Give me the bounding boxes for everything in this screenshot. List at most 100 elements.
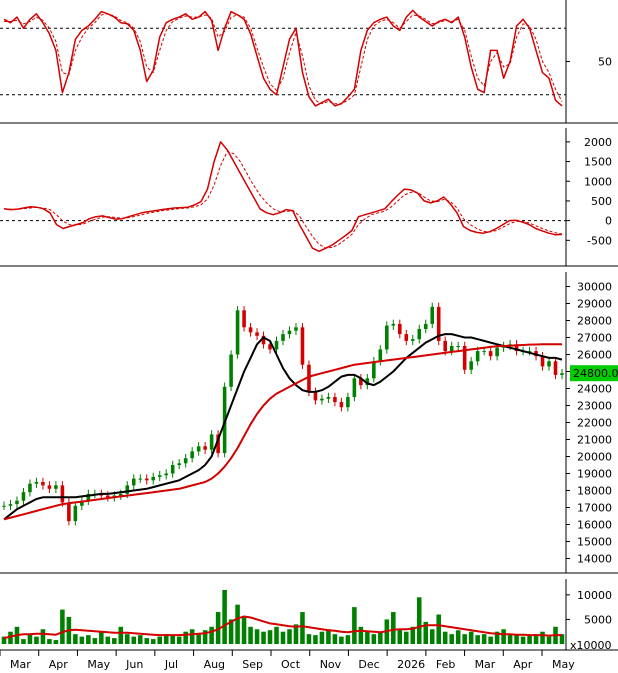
candle-body [540, 356, 545, 367]
volume-bar [144, 638, 150, 644]
stochastic-main-line [3, 9, 563, 107]
volume-bar [189, 629, 195, 644]
volume-bar [267, 630, 273, 644]
volume-bar [47, 639, 52, 644]
candle-body [398, 323, 402, 335]
volume-bar [449, 634, 454, 644]
volume-bar [345, 635, 351, 644]
candle-body [268, 344, 272, 350]
price-tick-label: 14000 [577, 553, 612, 566]
volume-bar [332, 634, 338, 644]
volume-bar [261, 631, 266, 644]
macd-signal-line [3, 151, 563, 249]
macd-tick-label: 1500 [584, 156, 612, 169]
candle-body [190, 451, 194, 459]
volume-bar [462, 634, 467, 644]
volume-bar [131, 636, 137, 644]
volume-bar [326, 629, 331, 644]
volume-bar [475, 635, 480, 644]
candle-body [106, 495, 110, 498]
volume-bar [21, 639, 26, 644]
volume-bar [202, 630, 208, 644]
price-tick-label: 22000 [577, 417, 612, 430]
volume-bar [494, 631, 500, 644]
candle-body [60, 485, 65, 503]
volume-bar [248, 626, 253, 644]
candle-body [307, 364, 311, 392]
volume-bar [481, 634, 487, 644]
volume-bar [410, 626, 416, 644]
price-tick-label: 27000 [577, 332, 612, 345]
price-tick-label: 15000 [577, 536, 612, 549]
candle-body [553, 361, 558, 375]
volume-bar [293, 624, 299, 644]
candle-body [391, 323, 396, 326]
volume-bar [436, 614, 441, 644]
volume-bar [371, 634, 377, 644]
volume-bar [53, 640, 59, 644]
volume-bar [397, 629, 403, 644]
price-tick-label: 28000 [577, 315, 612, 328]
x-tick-label: Dec [358, 658, 379, 671]
candle-body [475, 351, 480, 362]
volume-bar [8, 631, 13, 644]
candle-body [365, 378, 370, 386]
volume-bar [319, 631, 325, 644]
macd-tick-label: 2000 [584, 136, 612, 149]
macd-tick-label: 1000 [584, 175, 612, 188]
volume-unit-label: x10000 [570, 639, 612, 652]
candle-body [209, 434, 214, 450]
candle-body [417, 329, 422, 340]
candle-body [196, 446, 201, 452]
volume-tick-label: 10000 [577, 589, 612, 602]
volume-bar [352, 607, 357, 644]
candle-body [119, 493, 123, 496]
price-tick-label: 20000 [577, 451, 612, 464]
price-tick-label: 29000 [577, 298, 612, 311]
price-tick-label: 16000 [577, 519, 612, 532]
volume-bar [150, 639, 156, 644]
candle-body [469, 361, 473, 370]
volume-bar [112, 638, 117, 644]
candle-body [560, 373, 564, 375]
candle-body [235, 310, 240, 355]
x-tick-label: Mar [10, 658, 31, 671]
x-tick-label: Jun [125, 658, 143, 671]
volume-bar [559, 634, 565, 644]
x-tick-label: Oct [281, 658, 301, 671]
volume-bar [287, 629, 292, 644]
volume-bar [40, 629, 46, 644]
x-tick-label: Apr [513, 658, 533, 671]
candle-body [333, 397, 337, 403]
candle-body [248, 327, 253, 333]
candle-body [41, 482, 45, 486]
x-tick-label: Mar [475, 658, 496, 671]
volume-bar [196, 633, 201, 644]
stochastic-signal-line [4, 13, 563, 105]
volume-tick-label: 5000 [584, 613, 612, 626]
candle-body [73, 505, 78, 522]
volume-bar [222, 589, 227, 644]
macd-tick-label: 500 [591, 195, 612, 208]
volume-bar [514, 635, 519, 644]
volume-bar [118, 626, 124, 644]
price-ma-black-line [3, 333, 563, 521]
volume-bar [527, 635, 532, 644]
volume-bar [79, 636, 85, 644]
volume-bar [157, 636, 162, 644]
volume-bar [125, 634, 130, 644]
candle-body [456, 346, 460, 347]
volume-bar [170, 635, 175, 644]
macd-tick-label: 0 [605, 215, 612, 228]
volume-bar [60, 609, 65, 644]
candle-body [547, 361, 551, 367]
candle-body [67, 502, 71, 522]
volume-bar [215, 612, 221, 644]
volume-bar [429, 629, 435, 644]
volume-bar [520, 636, 526, 644]
volume-bar [423, 621, 429, 644]
macd-main-line [3, 141, 563, 253]
candle-body [514, 344, 519, 352]
volume-bar [183, 631, 188, 644]
candle-body [131, 478, 136, 486]
